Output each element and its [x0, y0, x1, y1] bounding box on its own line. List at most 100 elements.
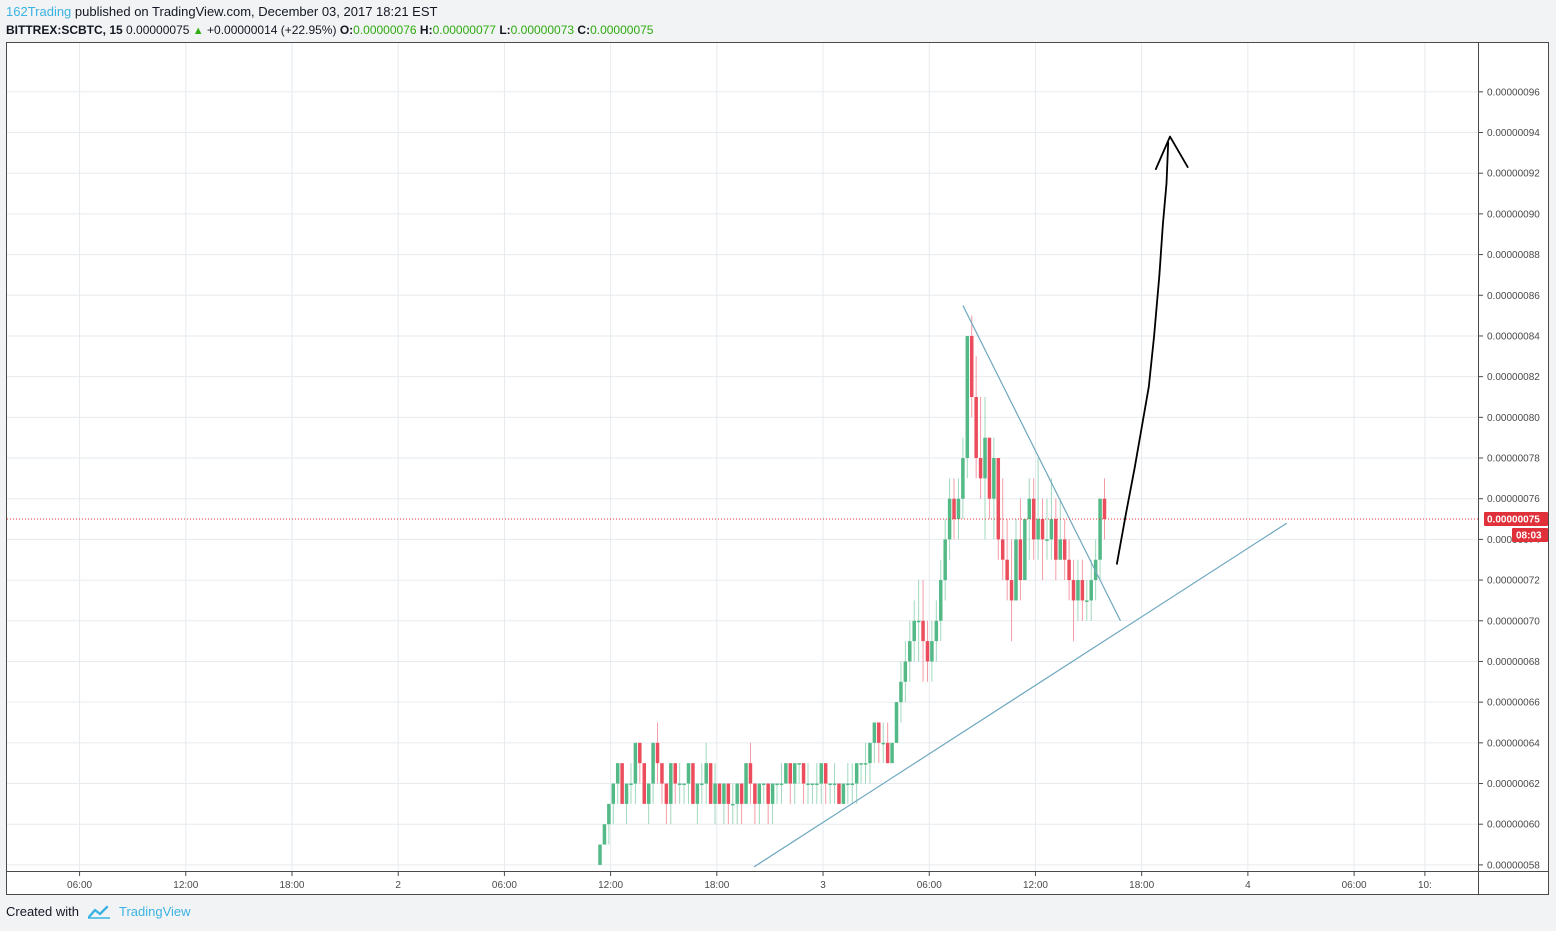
candle-body	[761, 783, 766, 786]
candle-down	[1005, 519, 1009, 601]
candle-body	[1080, 580, 1085, 601]
candle-body	[677, 783, 682, 786]
candle-up	[607, 803, 611, 845]
candle-body	[1102, 498, 1107, 520]
tradingview-logo-icon[interactable]	[87, 905, 111, 919]
candle-up	[894, 702, 899, 743]
high-value: 0.00000077	[432, 23, 496, 37]
candle-body	[908, 641, 912, 662]
candle-up	[912, 600, 916, 662]
chart-frame[interactable]: 0.00000096 0.00000094 0.00000092 0.00000090…	[6, 42, 1549, 895]
price-tick-label: 0.00000096	[1487, 87, 1540, 98]
candle-down	[801, 763, 806, 804]
candle-up	[810, 783, 815, 804]
candles-group	[598, 315, 1107, 865]
countdown-badge-text: 08:03	[1516, 531, 1542, 542]
low-label: L:	[499, 23, 511, 37]
candle-body	[695, 783, 700, 804]
open-value: 0.00000076	[353, 23, 417, 37]
symbol-name: BITTREX:SCBTC, 15	[6, 23, 123, 37]
candle-body	[1027, 498, 1032, 520]
time-tick-label: 3	[820, 880, 826, 891]
candle-body	[770, 783, 775, 804]
candle-up	[761, 783, 766, 804]
candle-body	[682, 783, 686, 786]
candle-body	[1005, 559, 1009, 581]
candle-up	[731, 783, 735, 825]
price-tick-label: 0.00000068	[1487, 657, 1540, 668]
candle-body	[872, 722, 877, 743]
candle-body	[1089, 580, 1093, 601]
candle-body	[934, 620, 939, 642]
candle-up	[806, 763, 810, 804]
time-tick-label: 18:00	[1129, 880, 1154, 891]
candle-down	[673, 763, 677, 804]
price-tick-label: 0.00000084	[1487, 331, 1540, 342]
author-link[interactable]: 162Trading	[6, 4, 72, 19]
candle-body	[912, 620, 916, 642]
candle-down	[1071, 559, 1076, 642]
candle-body	[890, 742, 894, 764]
last-price-value: 0.00000075	[126, 23, 190, 37]
candle-down	[837, 783, 841, 804]
candle-down	[726, 783, 731, 825]
price-tick-label: 0.00000094	[1487, 128, 1540, 139]
candle-body	[819, 763, 824, 784]
candle-down	[708, 763, 713, 804]
candle-down	[655, 722, 660, 784]
candle-up	[611, 783, 616, 825]
candle-body	[894, 702, 899, 743]
candle-body	[801, 763, 806, 784]
candle-up	[908, 620, 912, 682]
candle-body	[646, 783, 651, 804]
time-tick-label: 18:00	[704, 880, 729, 891]
candle-up	[722, 783, 726, 825]
candle-up	[943, 519, 947, 601]
candle-body	[1000, 539, 1005, 560]
candle-body	[673, 763, 677, 784]
candle-body	[921, 620, 925, 642]
candle-up	[704, 742, 708, 804]
time-tick-label: 2	[395, 880, 401, 891]
candle-body	[757, 783, 762, 804]
candle-up	[1085, 580, 1089, 621]
close-label: C:	[577, 23, 591, 37]
candle-down	[1080, 559, 1085, 621]
candle-up	[846, 763, 850, 804]
candle-up	[779, 763, 784, 804]
trendline-descending-resistance	[962, 305, 1121, 622]
candle-body	[797, 763, 801, 765]
price-tick-label: 0.00000064	[1487, 738, 1540, 749]
candle-down	[1102, 478, 1107, 540]
candle-body	[952, 498, 956, 520]
candle-body	[1054, 519, 1058, 560]
candle-up	[859, 763, 863, 784]
candlestick-chart[interactable]: 0.00000096 0.00000094 0.00000092 0.00000090…	[7, 43, 1548, 894]
candle-body	[916, 620, 921, 623]
candle-up	[646, 783, 651, 825]
candle-up	[1023, 519, 1027, 581]
tradingview-link[interactable]: TradingView	[118, 904, 191, 919]
candle-body	[961, 458, 965, 499]
time-tick-label: 12:00	[173, 880, 198, 891]
candle-body	[775, 783, 779, 786]
candle-body	[669, 763, 673, 804]
candle-up	[881, 722, 885, 764]
candle-body	[863, 763, 868, 765]
price-tick-label: 0.00000088	[1487, 250, 1540, 261]
price-axis: 0.00000096 0.00000094 0.00000092 0.00000090…	[1478, 87, 1548, 871]
candle-down	[1009, 539, 1014, 642]
candle-body	[655, 742, 660, 764]
candle-body	[704, 763, 708, 784]
candle-body	[1067, 559, 1071, 581]
candle-body	[956, 498, 961, 520]
candle-down	[969, 315, 974, 418]
candle-body	[1049, 519, 1054, 540]
candle-body	[766, 783, 770, 804]
candle-down	[753, 783, 757, 825]
candle-down	[642, 763, 647, 804]
candle-body	[903, 661, 908, 682]
candle-up	[939, 559, 943, 642]
candle-body	[828, 783, 832, 786]
candle-body	[885, 742, 890, 764]
